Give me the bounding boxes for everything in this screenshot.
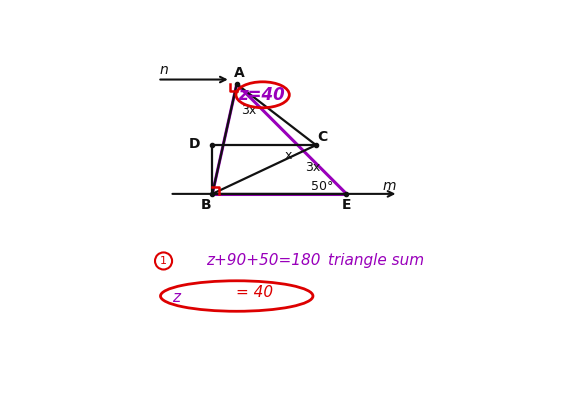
Text: 50°: 50° (311, 180, 333, 193)
Text: m: m (382, 179, 396, 193)
Text: 3x: 3x (241, 103, 257, 116)
Text: 3x: 3x (306, 162, 320, 175)
Text: D: D (188, 137, 200, 150)
Text: z=40: z=40 (238, 86, 284, 104)
Text: 1: 1 (160, 256, 167, 266)
Text: C: C (317, 130, 327, 145)
Text: = 40: = 40 (237, 286, 274, 301)
Text: B: B (201, 198, 212, 211)
Text: E: E (342, 198, 351, 211)
Text: triangle sum: triangle sum (328, 253, 424, 268)
Text: x: x (285, 149, 292, 162)
Text: z+90+50=180: z+90+50=180 (206, 253, 321, 268)
Text: z: z (172, 290, 180, 305)
Text: A: A (234, 67, 245, 80)
Text: n: n (159, 63, 168, 77)
